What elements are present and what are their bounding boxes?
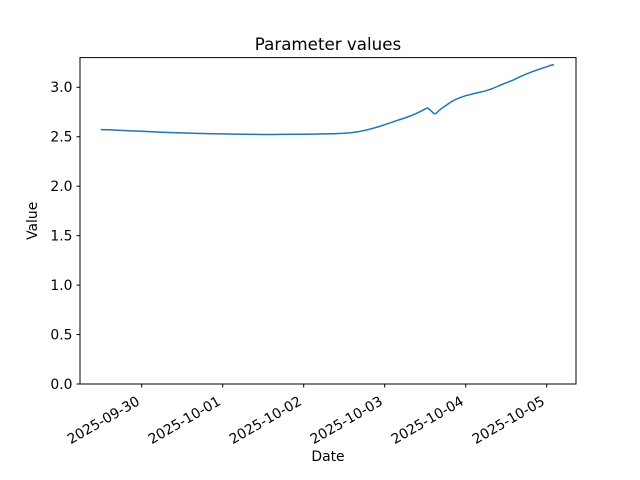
y-axis-label: Value [25,202,41,240]
x-axis-label: Date [311,449,344,465]
plot-area-border [79,57,577,385]
y-tick-label: 1.0 [50,278,72,294]
x-tick-label: 2025-10-05 [470,394,548,448]
y-tick-label: 0.0 [50,377,72,393]
x-tick-label: 2025-10-03 [308,394,386,448]
x-tick-label: 2025-10-01 [146,394,224,448]
x-tick-label: 2025-10-04 [389,394,467,448]
y-tick-label: 1.5 [50,228,72,244]
data-line [100,64,555,136]
y-axis-ticks: 0.0 0.5 1.0 1.5 2.0 2.5 3.0 [50,80,80,393]
chart-title: Parameter values [255,34,401,54]
x-axis-ticks: 2025-09-30 2025-10-01 2025-10-02 2025-10-03… [65,384,548,448]
y-tick-label: 2.5 [50,130,72,146]
y-tick-label: 2.0 [50,179,72,195]
y-tick-label: 0.5 [50,327,72,343]
y-tick-label: 3.0 [50,80,72,96]
x-tick-label: 2025-10-02 [227,394,305,448]
x-tick-label: 2025-09-30 [65,394,143,448]
